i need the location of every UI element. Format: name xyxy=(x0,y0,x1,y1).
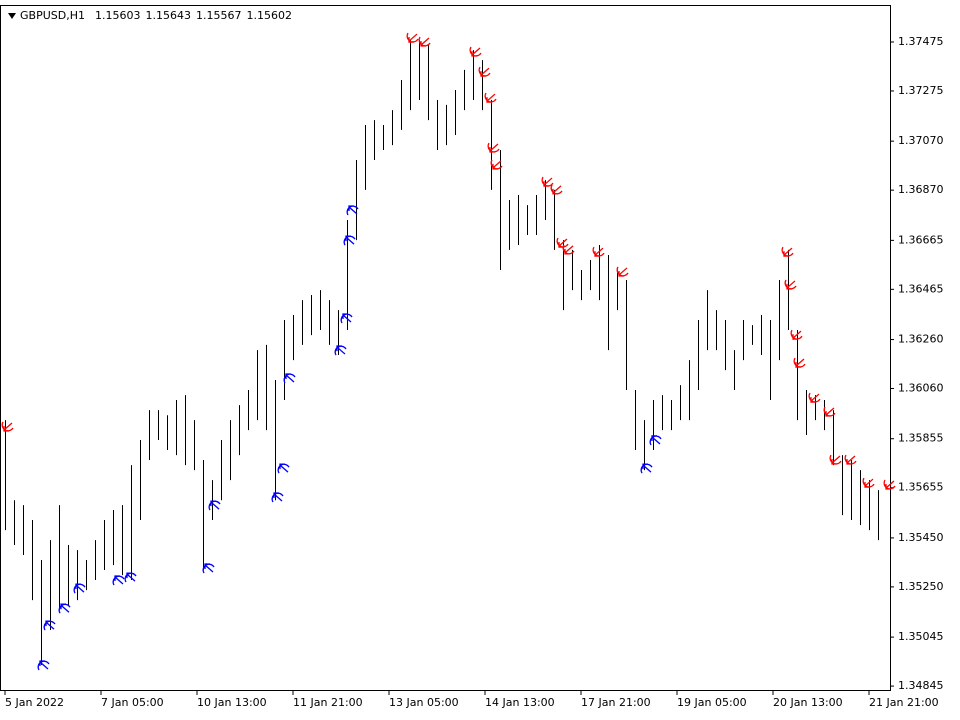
y-tick-label: 1.36260 xyxy=(898,333,944,346)
buy-signal xyxy=(73,583,86,594)
x-tick-label: 17 Jan 21:00 xyxy=(581,696,651,709)
buy-signal xyxy=(124,572,137,583)
y-tick-label: 1.35045 xyxy=(898,630,944,643)
sell-signal xyxy=(808,392,821,403)
buy-signal xyxy=(346,205,359,216)
sell-signal xyxy=(862,477,875,488)
sell-signal xyxy=(469,46,482,57)
y-tick-label: 1.35450 xyxy=(898,531,944,544)
buy-signal xyxy=(58,603,71,614)
x-tick-label: 14 Jan 13:00 xyxy=(485,696,555,709)
sell-signal xyxy=(484,92,497,103)
sell-signal xyxy=(616,266,629,277)
sell-signal xyxy=(406,32,419,43)
x-tick-label: 19 Jan 05:00 xyxy=(677,696,747,709)
sell-signal xyxy=(490,159,503,170)
sell-signal xyxy=(1,421,14,432)
buy-signal xyxy=(271,492,284,503)
menu-arrow[interactable] xyxy=(8,13,16,19)
x-tick-label: 7 Jan 05:00 xyxy=(101,696,164,709)
y-tick-label: 1.37070 xyxy=(898,134,944,147)
x-tick-label: 5 Jan 2022 xyxy=(5,696,64,709)
sell-signal xyxy=(478,66,491,77)
y-tick-label: 1.37275 xyxy=(898,84,944,97)
y-tick-label: 1.36060 xyxy=(898,382,944,395)
sell-signal xyxy=(784,279,797,290)
y-tick-label: 1.35855 xyxy=(898,432,944,445)
sell-signal xyxy=(844,454,857,465)
y-tick-label: 1.35250 xyxy=(898,580,944,593)
y-tick-label: 1.36465 xyxy=(898,282,944,295)
buy-signal xyxy=(37,660,50,671)
sell-signal xyxy=(883,479,896,490)
sell-signal xyxy=(556,237,569,248)
x-tick-label: 11 Jan 21:00 xyxy=(293,696,363,709)
sell-signal xyxy=(562,244,575,255)
plot-frame xyxy=(0,5,891,691)
y-tick-label: 1.36665 xyxy=(898,233,944,246)
buy-signal xyxy=(277,463,290,474)
buy-signal xyxy=(340,313,353,324)
quote-value: 1.15567 xyxy=(196,9,242,22)
buy-signal xyxy=(343,235,356,246)
quote-value: 1.15643 xyxy=(145,9,191,22)
x-tick-label: 21 Jan 21:00 xyxy=(869,696,939,709)
sell-signal xyxy=(487,142,500,153)
buy-signal xyxy=(112,575,125,586)
y-tick-label: 1.34845 xyxy=(898,679,944,692)
buy-signal xyxy=(202,563,215,574)
sell-signal xyxy=(793,357,806,368)
sell-signal xyxy=(550,184,563,195)
buy-signal xyxy=(334,345,347,356)
quote-value: 1.15602 xyxy=(246,9,292,22)
x-tick-label: 13 Jan 05:00 xyxy=(389,696,459,709)
buy-signal xyxy=(283,373,296,384)
y-tick-label: 1.36870 xyxy=(898,183,944,196)
buy-signal xyxy=(640,463,653,474)
sell-signal xyxy=(829,454,842,465)
symbol-title: GBPUSD,H1 xyxy=(20,9,85,22)
y-tick-label: 1.37475 xyxy=(898,35,944,48)
y-tick-label: 1.35655 xyxy=(898,481,944,494)
buy-signal xyxy=(43,620,56,631)
sell-signal xyxy=(823,406,836,417)
buy-signal xyxy=(649,435,662,446)
x-tick-label: 20 Jan 13:00 xyxy=(773,696,843,709)
sell-signal xyxy=(781,246,794,257)
buy-signal xyxy=(208,500,221,511)
sell-signal xyxy=(418,36,431,47)
quote-value: 1.15603 xyxy=(95,9,141,22)
x-tick-label: 10 Jan 13:00 xyxy=(197,696,267,709)
sell-signal xyxy=(592,246,605,257)
sell-signal xyxy=(790,329,803,340)
sell-signal xyxy=(541,176,554,187)
